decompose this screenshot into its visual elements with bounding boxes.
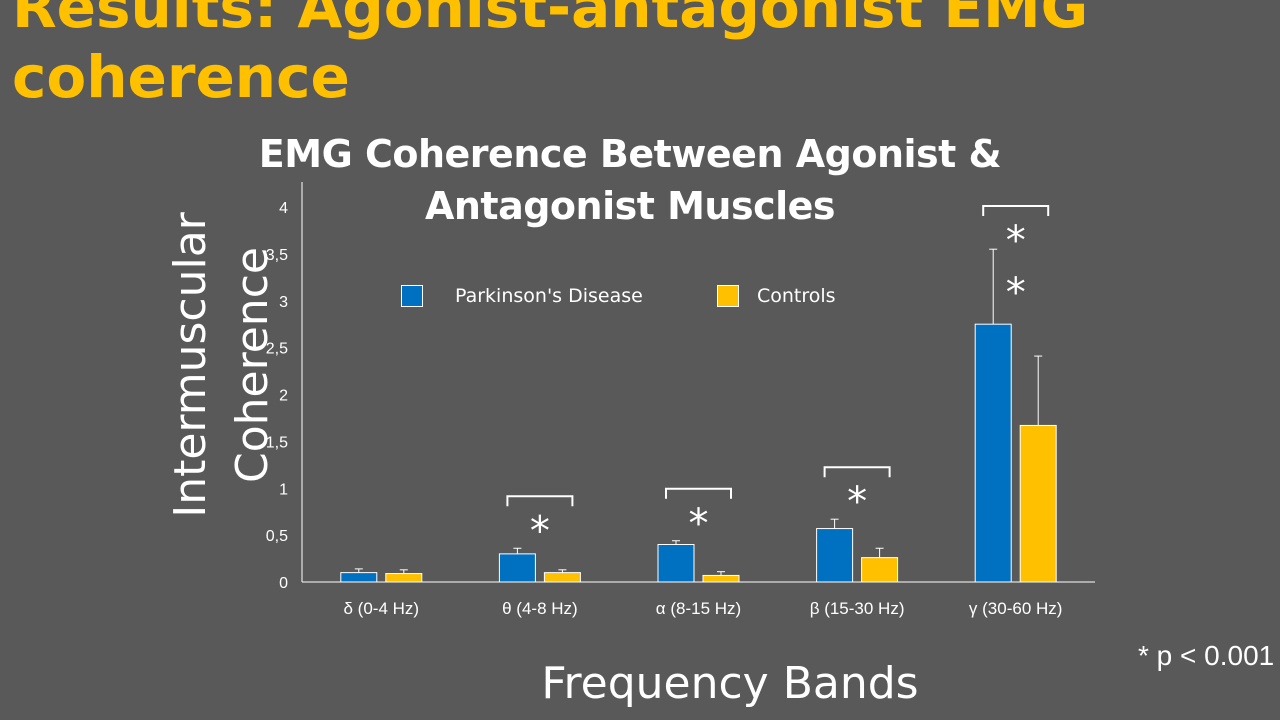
significance-mark: *	[847, 479, 867, 525]
significance-mark: *	[530, 508, 550, 554]
bar-controls	[1019, 424, 1057, 583]
significance-mark: *	[689, 501, 709, 547]
bar-parkinsons	[816, 528, 854, 583]
bar-controls	[385, 573, 423, 583]
y-axis-label: Intermuscular Coherence	[165, 212, 278, 518]
x-tick-label: γ (30-60 Hz)	[969, 599, 1063, 618]
y-tick-label: 3,5	[266, 247, 288, 264]
bar-parkinsons	[498, 553, 536, 583]
legend-swatch-parkinsons	[401, 285, 423, 307]
bar-parkinsons	[974, 323, 1012, 583]
significance-bracket	[665, 487, 732, 499]
legend-swatch-controls	[717, 285, 739, 307]
legend-item-parkinsons: Parkinson's Disease	[401, 283, 643, 309]
significance-bracket	[506, 495, 574, 507]
bar-parkinsons	[657, 544, 695, 583]
slide-title: Results: Agonist-antagonist EMG coherenc…	[12, 0, 1089, 111]
legend-label-parkinsons: Parkinson's Disease	[455, 285, 643, 307]
y-tick-label: 2	[279, 388, 288, 405]
chart-title: EMG Coherence Between Agonist & Antagoni…	[258, 132, 1002, 228]
y-tick-label: 1,5	[266, 434, 288, 451]
y-tick-label: 2,5	[266, 341, 288, 358]
significance-mark: *	[1006, 270, 1026, 316]
bar-controls	[702, 574, 740, 583]
x-tick-label: θ (4-8 Hz)	[502, 599, 578, 618]
y-tick-label: 0	[279, 575, 288, 592]
y-tick-label: 3	[279, 294, 288, 311]
y-tick-label: 4	[279, 200, 288, 217]
bar-parkinsons	[340, 572, 378, 583]
legend-label-controls: Controls	[757, 285, 836, 307]
x-tick-label: α (8-15 Hz)	[656, 599, 741, 618]
x-tick-label: δ (0-4 Hz)	[344, 599, 420, 618]
significance-mark: *	[1006, 218, 1026, 264]
bar-controls	[861, 557, 899, 583]
y-tick-label: 0,5	[266, 528, 288, 545]
significance-footnote: * p < 0.001	[1138, 640, 1275, 671]
x-axis-label: Frequency Bands	[541, 658, 919, 709]
bar-controls	[543, 572, 581, 583]
significance-bracket	[823, 466, 891, 478]
significance-bracket	[982, 205, 1050, 216]
legend-item-controls: Controls	[717, 283, 836, 309]
x-tick-label: β (15-30 Hz)	[810, 599, 905, 618]
y-tick-label: 1	[279, 481, 288, 498]
